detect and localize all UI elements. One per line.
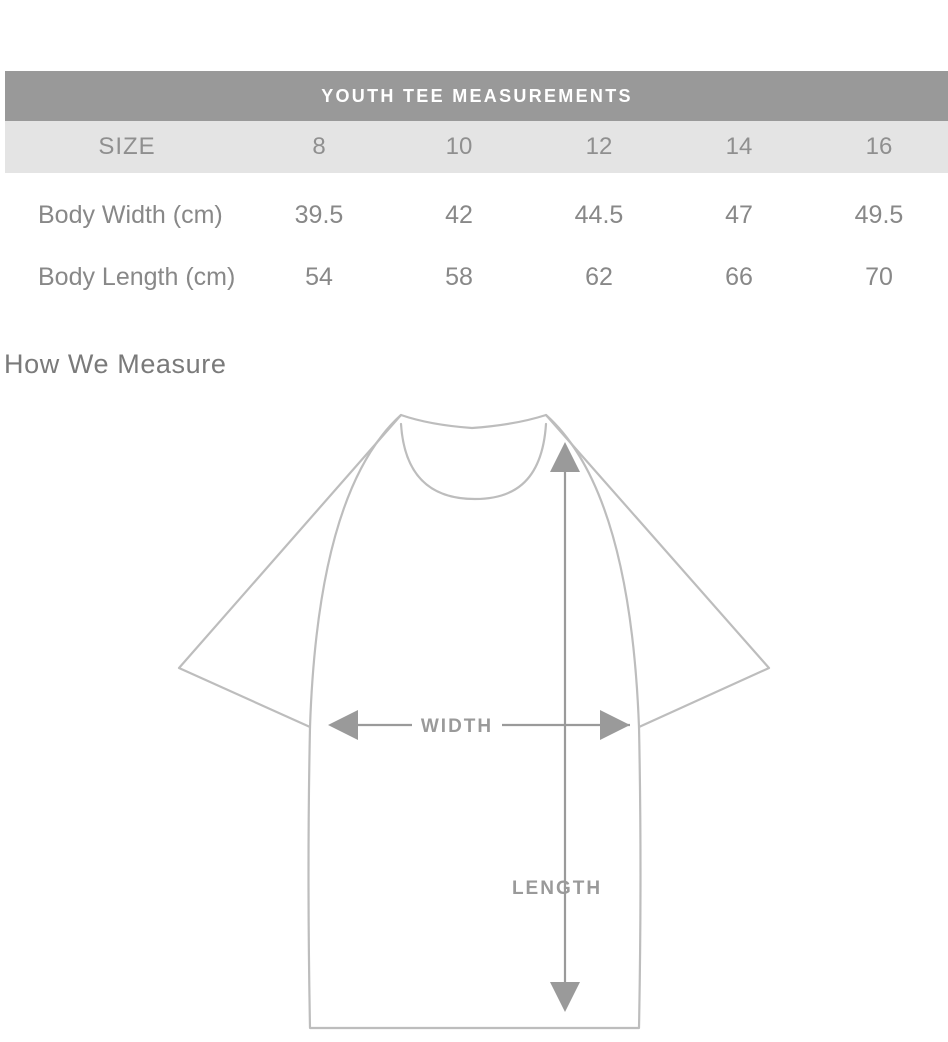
svg-text:LENGTH: LENGTH (512, 878, 602, 899)
svg-text:WIDTH: WIDTH (421, 716, 493, 737)
